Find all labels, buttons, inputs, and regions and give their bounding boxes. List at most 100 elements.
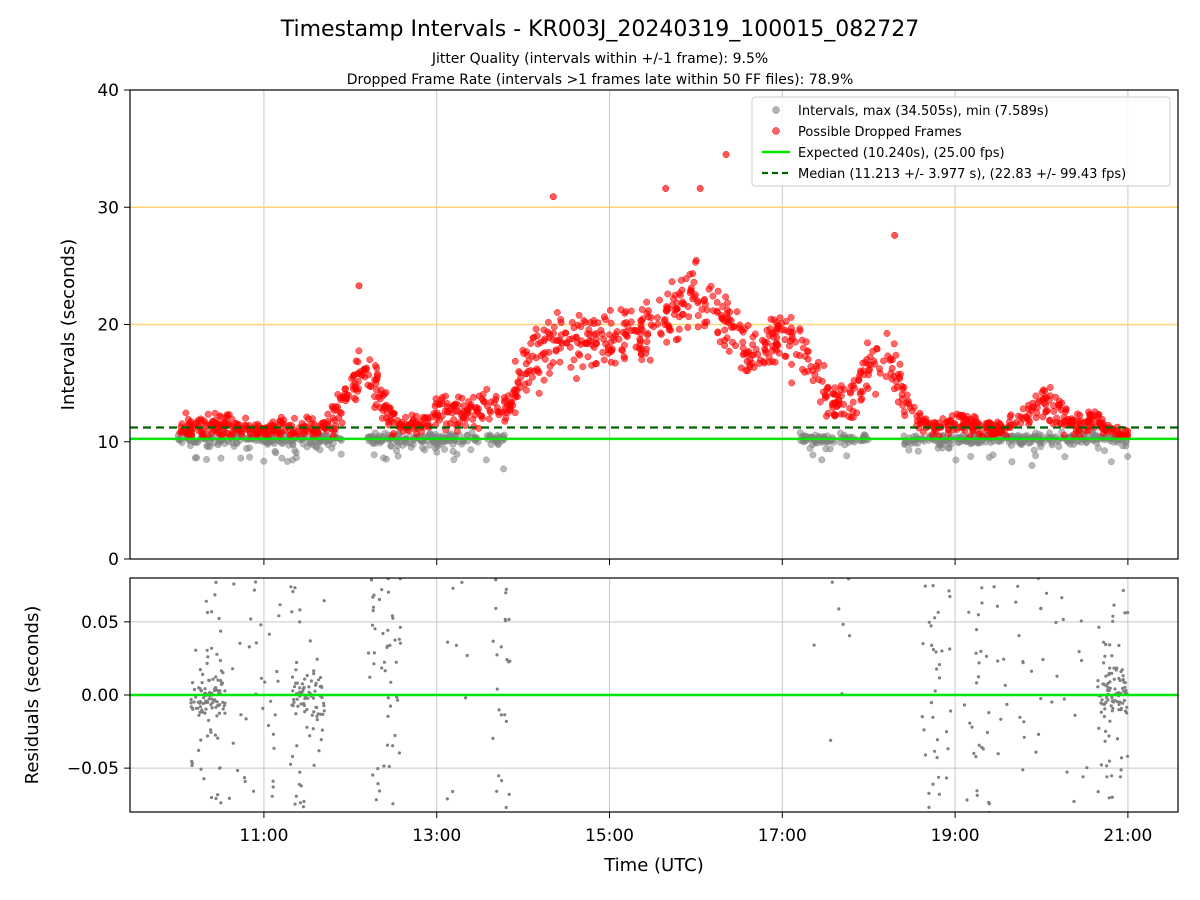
residual-point-80 [216,678,220,682]
residual-point-168 [275,669,279,674]
dropped-point-1071 [890,340,898,348]
residual-point-132 [269,699,273,703]
intervals-panel: 0 10 20 30 40 [97,81,1179,570]
residual-point-448 [1065,770,1069,774]
dropped-point-1002 [1056,420,1064,428]
dropped-point-816 [643,298,651,306]
dropped-point-1112 [1039,413,1047,421]
dropped-point-1092 [767,315,775,323]
interval-point-333 [394,452,402,460]
dropped-point-610 [419,413,427,421]
residual-point-182 [307,685,311,689]
residual-point-539 [1119,670,1123,674]
residual-point-426 [975,793,979,798]
residual-point-542 [1100,702,1105,706]
residual-point-237 [291,589,295,594]
residual-point-379 [923,753,928,757]
residual-point-340 [500,779,504,783]
residual-point-277 [374,798,378,802]
dropped-point-1247 [804,348,812,356]
residual-point-228 [307,690,311,694]
dropped-point-1217 [513,387,521,395]
residual-point-443 [1022,735,1026,739]
dropped-point-929 [692,256,700,264]
residual-point-439 [984,654,989,659]
residual-point-134 [232,817,235,820]
residual-point-75 [208,570,211,573]
residual-point-506 [1105,764,1109,768]
residual-point-489 [1121,674,1125,678]
residual-point-361 [837,607,841,611]
dropped-point-425 [709,292,717,300]
dropped-point-904 [864,339,871,347]
residual-point-465 [1026,565,1029,568]
dropped-point-1254 [788,379,796,387]
dropped-point-1021 [898,391,906,399]
dropped-point-864 [775,349,783,357]
residual-point-221 [300,682,304,686]
interval-point-11 [217,454,225,462]
residual-point-167 [238,641,242,645]
residual-point-208 [307,822,310,825]
residual-point-227 [319,684,323,689]
dropped-point-995 [639,315,647,323]
residual-point-324 [465,653,469,658]
dropped-outlier-0 [549,193,557,201]
dropped-outlier-5 [891,231,899,239]
dropped-point-1255 [606,331,613,339]
residual-point-135 [252,789,256,793]
dropped-point-963 [483,385,491,393]
interval-point-655 [1061,453,1069,461]
residual-point-413 [979,649,983,654]
residual-point-171 [305,725,309,729]
residual-point-476 [1017,634,1021,638]
residual-point-290 [371,605,376,609]
residual-point-461 [1061,617,1065,622]
intervals-y-axis-label: Intervals (seconds) [58,239,79,411]
residual-point-334 [504,805,508,810]
residual-point-62 [211,824,214,827]
dropped-point-1239 [916,412,924,420]
dropped-point-1265 [211,409,219,417]
dropped-point-932 [473,407,481,415]
dropped-point-1189 [598,330,606,338]
residual-point-60 [207,718,211,723]
residual-point-391 [931,715,935,719]
residual-point-587 [1117,676,1121,681]
residual-point-82 [199,767,203,771]
residual-point-270 [386,628,390,632]
legend-label-3: Median (11.213 +/- 3.977 s), (22.83 +/- … [798,167,1126,182]
dropped-point-1193 [665,323,673,331]
dropped-point-1168 [847,389,854,397]
interval-point-18 [203,456,211,463]
residual-point-551 [1115,737,1120,741]
residual-point-338 [495,653,499,657]
residual-point-151 [230,565,233,568]
dropped-point-1173 [620,353,628,360]
intervals-ytick-label-2: 20 [97,316,119,336]
dropped-point-1225 [645,307,652,315]
residual-point-280 [376,782,380,786]
interval-point-689 [1046,429,1053,437]
chart-title: Timestamp Intervals - KR003J_20240319_10… [280,17,920,42]
residual-point-140 [231,741,235,745]
residual-point-316 [371,609,375,613]
residual-point-352 [494,606,498,611]
dropped-point-328 [599,348,607,356]
dropped-point-689 [562,329,570,337]
dropped-point-1100 [516,369,524,377]
residual-point-463 [1022,720,1026,724]
interval-point-376 [387,442,395,450]
dropped-point-1251 [367,382,375,390]
residual-point-258 [303,696,307,701]
legend-label-0: Intervals, max (34.505s), min (7.589s) [798,104,1049,119]
dropped-point-1234 [350,385,357,393]
dropped-point-1237 [452,407,460,415]
dropped-point-1287 [572,333,580,341]
dropped-point-1129 [690,278,698,286]
residual-point-414 [999,823,1002,826]
residual-point-386 [935,667,939,671]
residual-point-230 [299,702,303,706]
dropped-point-1218 [430,409,438,417]
residual-point-40 [214,705,218,709]
